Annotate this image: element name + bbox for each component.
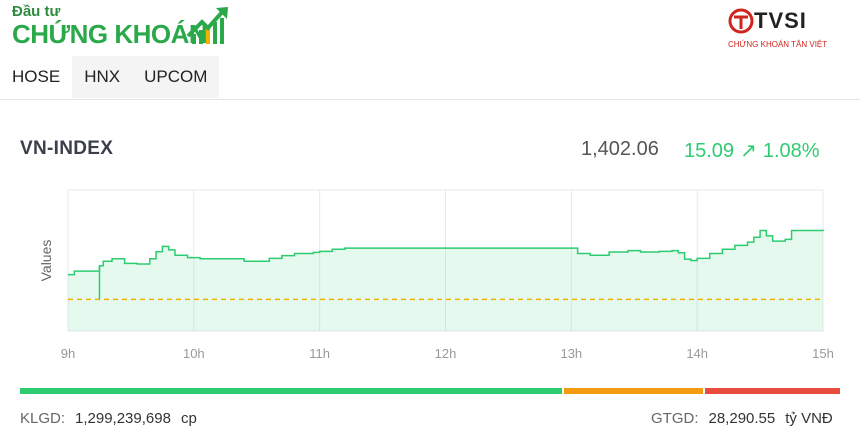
tab-hnx[interactable]: HNX (72, 56, 133, 98)
y-axis-label: Values (38, 240, 54, 282)
tvsi-logo-icon (728, 8, 754, 34)
intraday-chart: Values 9h 10h 11h 12h 13h 14h 15h (38, 189, 834, 361)
decliners-bar (704, 388, 840, 394)
partner-name: TVSI (754, 8, 807, 33)
advancers-bar (20, 388, 562, 394)
tabs-divider (0, 99, 860, 100)
index-change: 15.09 ↗ 1.08% (684, 138, 826, 163)
value-label: GTGD: (651, 410, 699, 427)
brand-line1: Đầu tư (12, 3, 61, 20)
value-value: 28,290.55 (708, 410, 776, 427)
brand-line2: CHỨNG KHOÁN (12, 19, 208, 49)
volume-unit: cp (180, 410, 197, 427)
brand-logo: Đầu tư CHỨNG KHOÁN (12, 3, 208, 49)
x-axis-ticks: 9h 10h 11h 12h 13h 14h 15h (61, 346, 834, 361)
tab-hose[interactable]: HOSE (0, 56, 73, 98)
trend-up-arrow-icon: ↗ (740, 140, 757, 162)
exchange-tabs: HOSE HNX UPCOM (0, 56, 220, 98)
x-tick-label: 9h (61, 346, 75, 361)
index-name: VN-INDEX (20, 138, 114, 159)
x-tick-label: 14h (686, 346, 708, 361)
index-value: 1,402.06 (581, 138, 659, 160)
x-tick-label: 15h (812, 346, 834, 361)
value-stat: GTGD: 28,290.55 tỷ VNĐ (651, 410, 833, 427)
partner-subtitle: CHỨNG KHOÁN TÂN VIỆT (728, 40, 828, 49)
value-unit: tỷ VNĐ (785, 410, 833, 427)
tab-upcom[interactable]: UPCOM (132, 56, 220, 98)
series-area (68, 229, 823, 331)
volume-value: 1,299,239,698 (75, 410, 171, 427)
x-tick-label: 10h (183, 346, 205, 361)
unchanged-bar (563, 388, 703, 394)
volume-stat: KLGD: 1,299,239,698 cp (20, 410, 197, 427)
index-change-points: 15.09 (684, 140, 735, 162)
chart-up-arrow-icon (186, 7, 228, 44)
x-tick-label: 12h (435, 346, 457, 361)
x-tick-label: 13h (560, 346, 582, 361)
x-tick-label: 11h (309, 346, 330, 361)
series-line (68, 229, 824, 276)
volume-label: KLGD: (20, 410, 66, 427)
index-change-percent: 1.08% (762, 140, 820, 162)
